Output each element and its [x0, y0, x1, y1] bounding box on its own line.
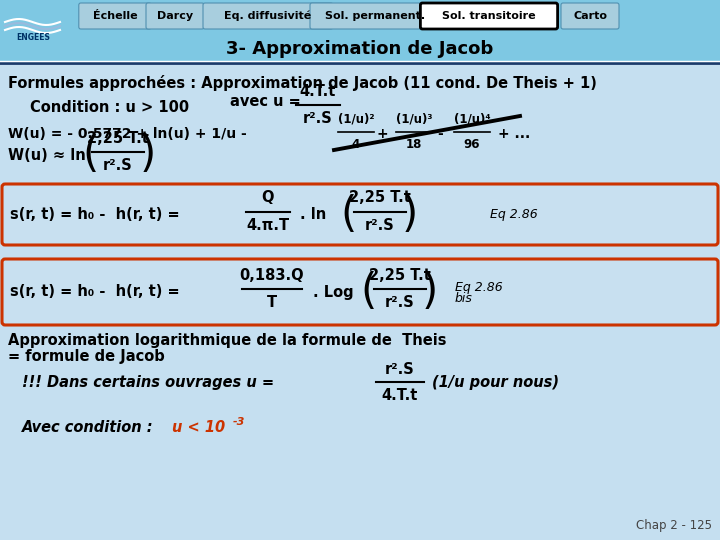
Text: Carto: Carto: [573, 11, 607, 21]
Text: 2,25 T.t: 2,25 T.t: [349, 191, 411, 206]
Text: 4: 4: [352, 138, 360, 151]
Text: s(r, t) = h₀ -  h(r, t) =: s(r, t) = h₀ - h(r, t) =: [10, 285, 179, 300]
Text: !!! Dans certains ouvrages u =: !!! Dans certains ouvrages u =: [22, 375, 274, 390]
Text: 0,183.Q: 0,183.Q: [240, 268, 305, 283]
FancyBboxPatch shape: [146, 3, 204, 29]
Text: (: (: [360, 271, 376, 313]
Text: 4.π.T: 4.π.T: [246, 218, 289, 233]
Text: Condition : u > 100: Condition : u > 100: [30, 100, 189, 116]
Text: 4.T.t: 4.T.t: [382, 388, 418, 403]
Text: 18: 18: [406, 138, 422, 151]
Text: -: -: [437, 127, 443, 141]
Text: ): ): [140, 134, 156, 176]
Text: avec u =: avec u =: [230, 94, 301, 110]
Text: Formules approchées : Approximation de Jacob (11 cond. De Theis + 1): Formules approchées : Approximation de J…: [8, 75, 597, 91]
Text: (1/u pour nous): (1/u pour nous): [432, 375, 559, 390]
Text: (1/u)³: (1/u)³: [396, 113, 432, 126]
Text: r².S: r².S: [365, 218, 395, 233]
FancyBboxPatch shape: [203, 3, 333, 29]
Text: u < 10: u < 10: [172, 421, 225, 435]
Text: ENGEES: ENGEES: [16, 33, 50, 43]
Text: (: (: [340, 193, 356, 235]
Text: Chap 2 - 125: Chap 2 - 125: [636, 519, 712, 532]
Text: . Log: . Log: [313, 285, 354, 300]
Text: Échelle: Échelle: [93, 11, 138, 21]
Text: r².S: r².S: [103, 158, 133, 173]
FancyBboxPatch shape: [561, 3, 619, 29]
Bar: [0, 0, 720, 35]
Text: Eq. diffusivité: Eq. diffusivité: [225, 11, 312, 21]
Text: ): ): [402, 193, 418, 235]
Text: 2,25 T.t: 2,25 T.t: [87, 131, 149, 146]
Text: Q: Q: [262, 191, 274, 206]
Text: (: (: [82, 134, 98, 176]
Text: r².S: r².S: [303, 111, 333, 126]
Text: Sol. permanent.: Sol. permanent.: [325, 11, 425, 21]
Text: 3- Approximation de Jacob: 3- Approximation de Jacob: [226, 40, 494, 58]
Text: Eq 2.86: Eq 2.86: [455, 280, 503, 294]
Text: Darcy: Darcy: [157, 11, 193, 21]
Text: = formule de Jacob: = formule de Jacob: [8, 348, 165, 363]
Bar: [0, 35, 720, 63]
Text: s(r, t) = h₀ -  h(r, t) =: s(r, t) = h₀ - h(r, t) =: [10, 207, 179, 222]
FancyBboxPatch shape: [420, 3, 557, 29]
Text: Approximation logarithmique de la formule de  Theis: Approximation logarithmique de la formul…: [8, 333, 446, 348]
Text: r².S: r².S: [385, 362, 415, 377]
Text: W(u) ≈ ln: W(u) ≈ ln: [8, 147, 86, 163]
Text: Avec condition :: Avec condition :: [22, 421, 158, 435]
FancyBboxPatch shape: [2, 259, 718, 325]
Text: 96: 96: [464, 138, 480, 151]
Text: W(u) = - 0.5772 + ln(u) + 1/u -: W(u) = - 0.5772 + ln(u) + 1/u -: [8, 127, 247, 141]
Text: T: T: [267, 295, 277, 310]
Text: (1/u)²: (1/u)²: [338, 113, 374, 126]
Text: ): ): [422, 271, 438, 313]
Text: (1/u)⁴: (1/u)⁴: [454, 113, 490, 126]
Text: Sol. transitoire: Sol. transitoire: [442, 11, 536, 21]
Text: 2,25 T.t: 2,25 T.t: [369, 268, 431, 283]
Text: +: +: [376, 127, 388, 141]
Text: Eq 2.86: Eq 2.86: [490, 208, 538, 221]
Text: -3: -3: [233, 417, 246, 427]
FancyBboxPatch shape: [2, 184, 718, 245]
FancyBboxPatch shape: [78, 3, 151, 29]
Text: r².S: r².S: [385, 295, 415, 310]
Text: 4.T.t: 4.T.t: [300, 84, 336, 99]
Text: bis: bis: [455, 293, 473, 306]
Text: . ln: . ln: [300, 207, 326, 222]
Bar: [0, 63, 720, 540]
Text: + ...: + ...: [498, 127, 530, 141]
FancyBboxPatch shape: [310, 3, 440, 29]
